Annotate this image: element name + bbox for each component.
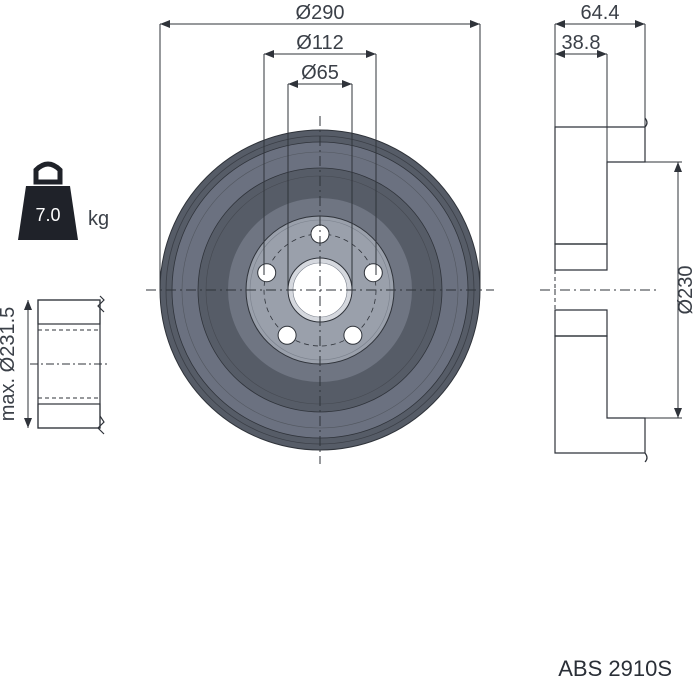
dim-outer-d: Ø290: [296, 2, 345, 24]
wear-label: max. Ø231.5: [0, 307, 19, 422]
wear-view: max. Ø231.5: [0, 296, 108, 434]
weight-value: 7.0: [35, 205, 60, 225]
dim-overall-w: 64.4: [581, 2, 620, 24]
weight-unit: kg: [88, 208, 109, 230]
dim-step-w: 38.8: [562, 32, 601, 54]
part-code: ABS 2910S: [558, 656, 672, 682]
front-view: [146, 116, 494, 464]
side-dim-lines: 64.4 38.8 Ø230: [555, 2, 697, 418]
side-view: [540, 110, 660, 470]
diagram-canvas: TEXTAR: [0, 0, 700, 700]
weight-block: 7.0 kg: [18, 164, 109, 240]
dim-id: Ø230: [675, 266, 697, 315]
dim-pcd: Ø112: [296, 32, 343, 54]
dim-bore: Ø65: [301, 62, 339, 84]
